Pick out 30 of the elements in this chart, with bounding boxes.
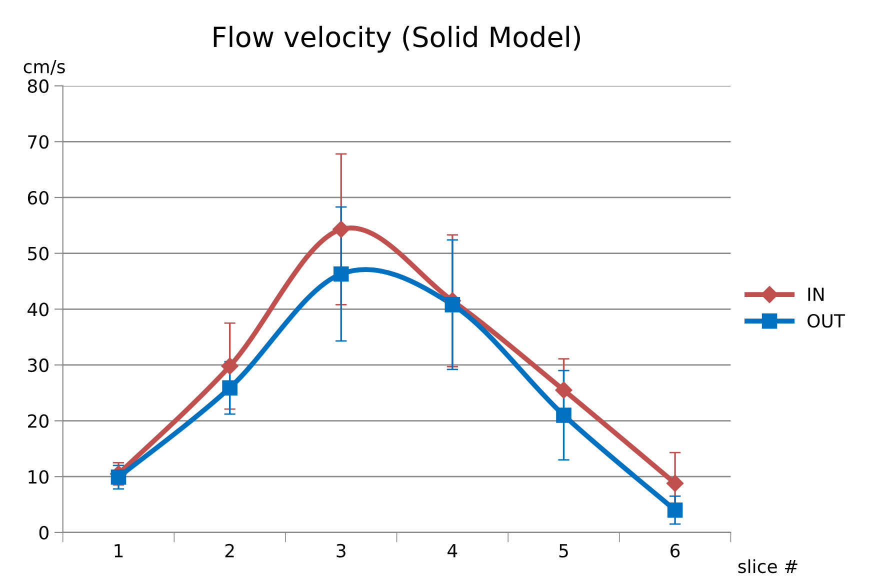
x-axis-title: slice #: [738, 559, 798, 574]
y-tick-label: 20: [28, 414, 48, 428]
point: [221, 358, 238, 375]
x-tick-label: 5: [559, 544, 568, 558]
point: [666, 474, 684, 492]
chart-title: Flow velocity (Solid Model): [214, 26, 580, 53]
legend-label: OUT: [808, 314, 846, 328]
point: [222, 380, 238, 396]
point: [667, 502, 683, 518]
point: [556, 408, 572, 423]
y-tick-label: 80: [28, 79, 48, 93]
y-tick-label: 50: [28, 246, 48, 260]
point: [110, 470, 126, 485]
x-tick-label: 4: [448, 544, 458, 558]
y-tick-label: 70: [28, 135, 48, 149]
y-tick-label: 60: [28, 190, 48, 205]
point: [555, 382, 572, 399]
y-tick-label: 10: [28, 470, 48, 484]
y-tick-label: 0: [39, 526, 48, 540]
x-tick-label: 2: [225, 544, 234, 558]
y-tick-label: 40: [28, 302, 48, 316]
y-axis-title: cm/s: [24, 60, 65, 75]
x-tick-label: 6: [670, 544, 680, 558]
legend-label: IN: [808, 288, 824, 301]
point: [332, 220, 350, 238]
point: [333, 266, 349, 282]
x-tick-label: 1: [114, 544, 123, 558]
y-tick-label: 30: [28, 358, 48, 372]
point: [444, 297, 460, 312]
x-tick-label: 3: [336, 544, 346, 558]
